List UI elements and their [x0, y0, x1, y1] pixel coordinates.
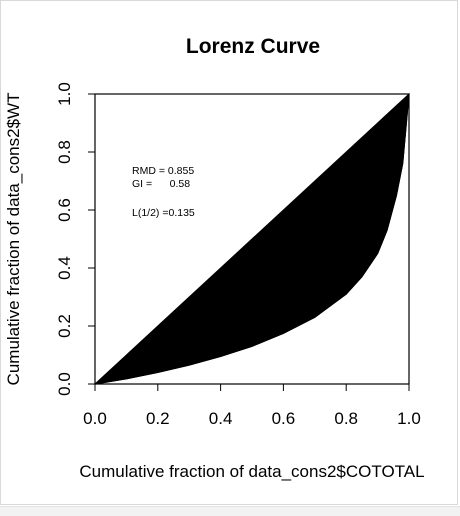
y-tick-label: 0.0 — [55, 372, 74, 396]
y-axis: 0.0 0.2 0.4 0.6 0.8 1.0 — [55, 82, 95, 396]
x-tick-label: 0.4 — [209, 409, 233, 428]
x-tick-label: 0.0 — [83, 409, 107, 428]
plot-frame — [94, 93, 410, 385]
rmd-annotation: RMD = 0.855 — [132, 165, 194, 177]
plot-area — [93, 92, 410, 385]
window-bottom-strip — [0, 506, 460, 516]
chart-title: Lorenz Curve — [186, 35, 320, 58]
lorenz-area — [93, 92, 410, 385]
gini-annotation: GI = 0.58 — [132, 178, 190, 190]
y-tick-label: 0.6 — [55, 198, 74, 222]
x-tick-label: 1.0 — [397, 409, 421, 428]
l-half-annotation: L(1/2) =0.135 — [132, 207, 195, 219]
plot-window: Lorenz Curve 0.0 0.2 0.4 0.6 0.8 1.0 0.0 0.2 0.… — [0, 0, 458, 505]
y-tick-label: 1.0 — [55, 82, 74, 106]
y-tick-label: 0.4 — [55, 256, 74, 280]
lorenz-curve-line — [94, 93, 410, 385]
y-tick-label: 0.2 — [55, 314, 74, 338]
x-axis-label: Cumulative fraction of data_cons2$COTOTA… — [79, 462, 424, 481]
y-axis-label: Cumulative fraction of data_cons2$WT — [4, 93, 23, 386]
lorenz-chart: Lorenz Curve 0.0 0.2 0.4 0.6 0.8 1.0 0.00.20.… — [4, 35, 425, 481]
x-tick-label: 0.6 — [272, 409, 296, 428]
x-axis: 0.0 0.2 0.4 0.6 0.8 1.0 — [83, 384, 421, 428]
x-tick-label: 0.2 — [146, 409, 170, 428]
y-tick-label: 0.8 — [55, 140, 74, 164]
x-tick-label: 0.8 — [334, 409, 358, 428]
